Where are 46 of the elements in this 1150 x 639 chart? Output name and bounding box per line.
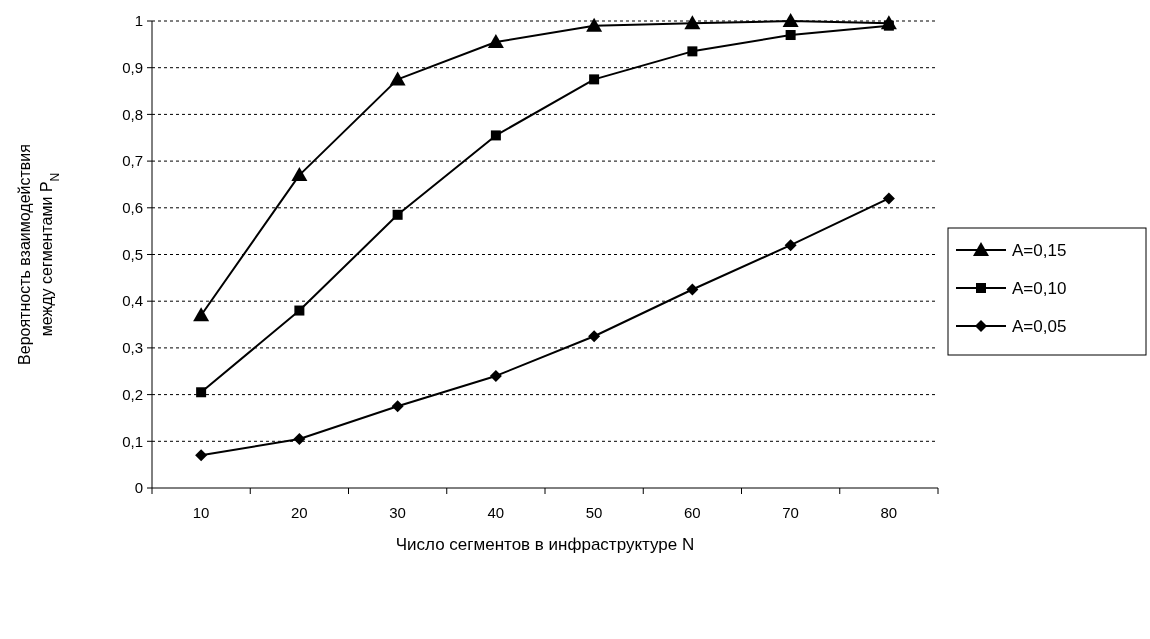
y-tick-label: 0,8 bbox=[122, 105, 143, 123]
point bbox=[291, 167, 308, 182]
point bbox=[684, 15, 701, 30]
point bbox=[489, 369, 502, 382]
point bbox=[196, 387, 207, 398]
x-axis-title: Число сегментов в инфраструктуре N bbox=[395, 535, 695, 554]
y-tick-label: 0,1 bbox=[122, 432, 143, 450]
y-tick-label: 0,2 bbox=[122, 385, 143, 403]
y-tick-label: 0,4 bbox=[122, 292, 143, 310]
legend-label: A=0,10 bbox=[1012, 278, 1067, 298]
x-tick-label: 50 bbox=[585, 504, 603, 521]
y-tick-label: 0,6 bbox=[122, 199, 143, 217]
point bbox=[782, 13, 799, 27]
point bbox=[784, 239, 797, 252]
x-tick-label: 60 bbox=[684, 504, 701, 521]
x-tick-label: 30 bbox=[389, 504, 406, 521]
x-tick-label: 10 bbox=[192, 504, 210, 521]
point bbox=[392, 209, 403, 220]
point bbox=[294, 305, 305, 316]
x-tick-label: 80 bbox=[880, 504, 898, 521]
legend-label: A=0,15 bbox=[1012, 240, 1067, 260]
point bbox=[687, 46, 698, 57]
point bbox=[882, 192, 895, 205]
point bbox=[490, 130, 501, 141]
y-tick-label: 0,7 bbox=[122, 152, 143, 170]
y-tick-label: 1 bbox=[134, 12, 143, 30]
point bbox=[195, 449, 208, 462]
x-tick-label: 20 bbox=[291, 504, 308, 521]
point bbox=[487, 34, 504, 49]
y-tick-label: 0 bbox=[134, 479, 143, 497]
x-tick-label: 40 bbox=[487, 504, 505, 521]
point bbox=[785, 30, 796, 41]
x-tick-label: 70 bbox=[782, 504, 799, 521]
point bbox=[686, 283, 699, 296]
y-tick-label: 0,3 bbox=[122, 339, 143, 357]
point bbox=[293, 432, 306, 445]
point bbox=[588, 330, 601, 343]
y-tick-label: 0,9 bbox=[122, 58, 143, 76]
point bbox=[589, 74, 600, 85]
point bbox=[880, 15, 897, 30]
legend-label: A=0,05 bbox=[1012, 316, 1067, 336]
y-tick-label: 0,5 bbox=[122, 245, 143, 263]
point bbox=[586, 17, 603, 32]
point bbox=[389, 71, 406, 86]
point bbox=[391, 400, 404, 413]
point bbox=[193, 307, 210, 322]
